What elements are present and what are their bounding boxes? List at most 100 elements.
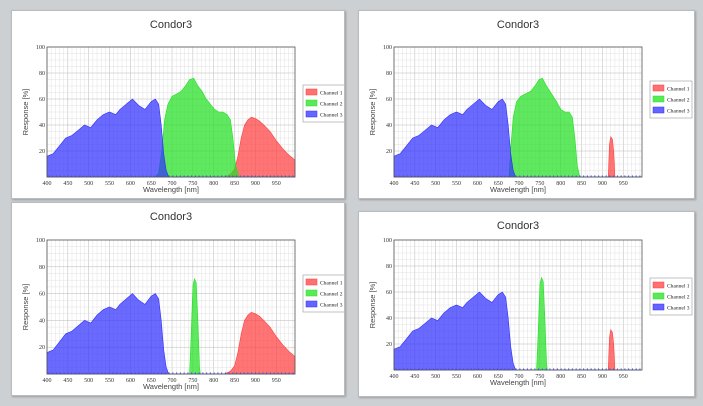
x-tick-label: 950: [272, 378, 281, 384]
baseline-marker: [504, 368, 506, 370]
y-axis-label: Response [%]: [368, 282, 377, 329]
baseline-marker: [161, 175, 163, 177]
baseline-marker: [176, 175, 178, 177]
baseline-markers: [48, 175, 294, 177]
baseline-marker: [97, 175, 99, 177]
baseline-marker: [104, 175, 106, 177]
x-tick-label: 600: [473, 374, 482, 380]
baseline-marker: [496, 368, 498, 370]
baseline-marker: [605, 368, 607, 370]
x-tick-label: 450: [410, 374, 419, 380]
baseline-marker: [134, 175, 136, 177]
legend-swatch: [652, 106, 665, 114]
baseline-marker: [70, 175, 73, 177]
baseline-marker: [481, 368, 483, 370]
baseline-marker: [168, 175, 170, 177]
baseline-marker: [123, 175, 125, 177]
baseline-marker: [549, 368, 551, 370]
baseline-markers: [48, 372, 294, 374]
x-tick-label: 800: [556, 374, 565, 380]
baseline-marker: [417, 368, 420, 370]
baseline-marker: [594, 175, 596, 177]
baseline-marker: [194, 175, 196, 177]
y-tick-label: 100: [383, 238, 392, 244]
baseline-marker: [508, 175, 510, 177]
y-tick-label: 80: [39, 265, 45, 271]
baseline-marker: [48, 175, 50, 177]
baseline-marker: [247, 372, 249, 374]
series-area-channel-2: [47, 77, 295, 178]
legend-label: Channel 2: [667, 98, 690, 104]
baseline-marker: [601, 368, 604, 370]
baseline-marker: [463, 175, 465, 177]
legend-swatch: [652, 84, 665, 92]
x-axis-label: Wavelength [nm]: [490, 378, 546, 387]
baseline-marker: [213, 372, 215, 374]
x-tick-label: 400: [390, 374, 399, 380]
baseline-marker: [485, 175, 487, 177]
x-tick-label: 900: [251, 378, 260, 384]
baseline-marker: [153, 175, 155, 177]
baseline-marker: [123, 372, 125, 374]
y-tick-label: 60: [386, 97, 392, 103]
baseline-marker: [556, 175, 558, 177]
baseline-marker: [598, 175, 600, 177]
baseline-marker: [48, 372, 50, 374]
baseline-marker: [635, 368, 637, 370]
baseline-marker: [108, 175, 110, 177]
baseline-marker: [198, 372, 200, 374]
baseline-marker: [146, 175, 148, 177]
baseline-marker: [236, 372, 238, 374]
baseline-marker: [425, 175, 427, 177]
baseline-marker: [251, 372, 253, 374]
baseline-marker: [470, 368, 472, 370]
baseline-marker: [217, 175, 219, 177]
baseline-marker: [82, 175, 84, 177]
baseline-marker: [459, 368, 461, 370]
series-area-channel-3: [46, 98, 295, 178]
baseline-marker: [575, 368, 577, 370]
baseline-marker: [500, 175, 502, 177]
baseline-marker: [191, 372, 193, 374]
baseline-marker: [474, 368, 476, 370]
baseline-marker: [575, 175, 577, 177]
y-tick-label: 80: [39, 71, 45, 77]
y-tick-label: 60: [386, 290, 392, 296]
chart-title: Condor3: [150, 19, 192, 31]
y-tick-label: 40: [386, 123, 392, 129]
baseline-marker: [429, 175, 431, 177]
baseline-marker: [474, 175, 476, 177]
baseline-marker: [541, 175, 543, 177]
baseline-marker: [202, 175, 204, 177]
baseline-marker: [402, 175, 405, 177]
baseline-marker: [564, 175, 566, 177]
baseline-marker: [78, 175, 80, 177]
x-tick-label: 800: [209, 378, 218, 384]
baseline-marker: [187, 372, 189, 374]
axis-frame: [46, 239, 296, 375]
baseline-marker: [221, 372, 223, 374]
y-tick-label: 40: [386, 316, 392, 322]
baseline-marker: [67, 175, 69, 177]
x-tick-label: 650: [494, 374, 503, 380]
baseline-marker: [508, 368, 510, 370]
x-tick-label: 550: [452, 374, 461, 380]
baseline-marker: [157, 372, 159, 374]
baseline-marker: [609, 368, 611, 370]
baseline-marker: [478, 368, 480, 370]
x-tick-label: 900: [251, 181, 260, 187]
baseline-marker: [52, 175, 54, 177]
baseline-marker: [493, 368, 495, 370]
baseline-marker: [89, 175, 91, 177]
legend-swatch: [305, 300, 318, 308]
x-tick-label: 600: [126, 378, 135, 384]
legend-label: Channel 1: [667, 87, 690, 93]
x-tick-label: 950: [272, 181, 281, 187]
legend: Channel 1 Channel 2 Channel 3: [649, 80, 693, 119]
x-tick-label: 450: [63, 181, 72, 187]
baseline-marker: [55, 372, 58, 374]
baseline-marker: [221, 175, 223, 177]
baseline-marker: [620, 368, 622, 370]
y-axis-label: Response [%]: [368, 89, 377, 136]
x-tick-label: 650: [147, 181, 156, 187]
